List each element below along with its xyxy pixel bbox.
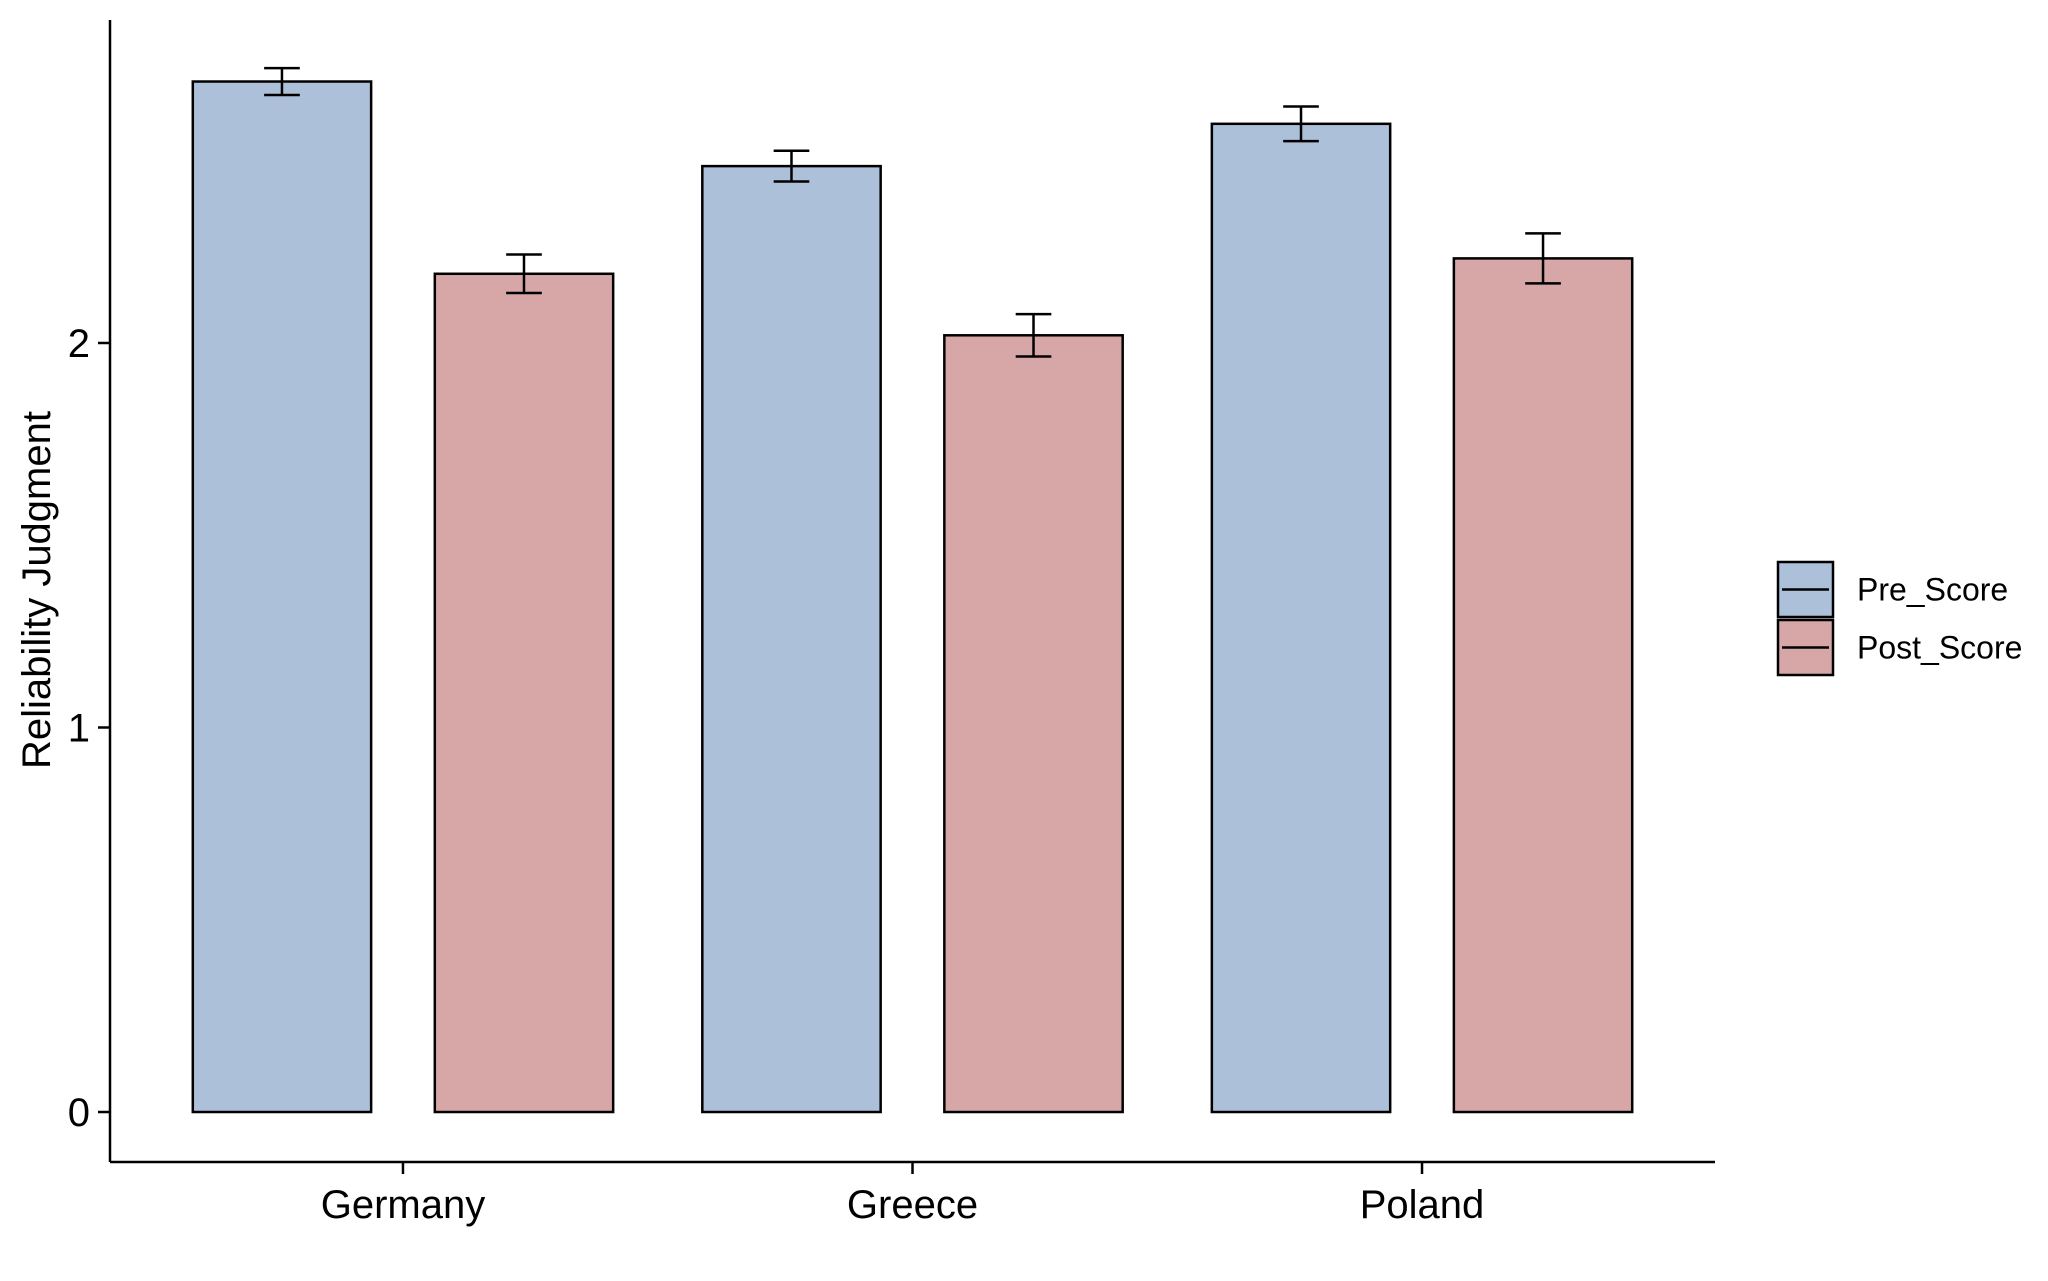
y-tick-label: 2 xyxy=(68,322,90,366)
bar-pre-score-greece xyxy=(702,166,880,1112)
bar-pre-score-poland xyxy=(1212,124,1390,1112)
bars xyxy=(193,68,1632,1112)
legend-item-pre-score: Pre_Score xyxy=(1778,562,2008,617)
bar-post-score-poland xyxy=(1454,258,1632,1112)
legend-label: Post_Score xyxy=(1857,630,2022,666)
y-tick-label: 1 xyxy=(68,707,90,751)
bar-post-score-greece xyxy=(944,335,1122,1112)
bar-post-score-germany xyxy=(435,274,613,1112)
y-tick-label: 0 xyxy=(68,1091,90,1135)
legend-label: Pre_Score xyxy=(1857,572,2008,608)
legend: Pre_Score Post_Score xyxy=(1778,562,2022,675)
y-axis-title: Reliability Judgment xyxy=(15,411,59,769)
legend-item-post-score: Post_Score xyxy=(1778,620,2022,675)
x-tick-label-greece: Greece xyxy=(847,1183,978,1227)
x-tick-label-germany: Germany xyxy=(321,1183,486,1227)
x-tick-label-poland: Poland xyxy=(1360,1183,1485,1227)
bar-pre-score-germany xyxy=(193,82,371,1112)
y-ticks: 0 1 2 xyxy=(68,322,110,1135)
x-ticks: Germany Greece Poland xyxy=(321,1162,1485,1227)
